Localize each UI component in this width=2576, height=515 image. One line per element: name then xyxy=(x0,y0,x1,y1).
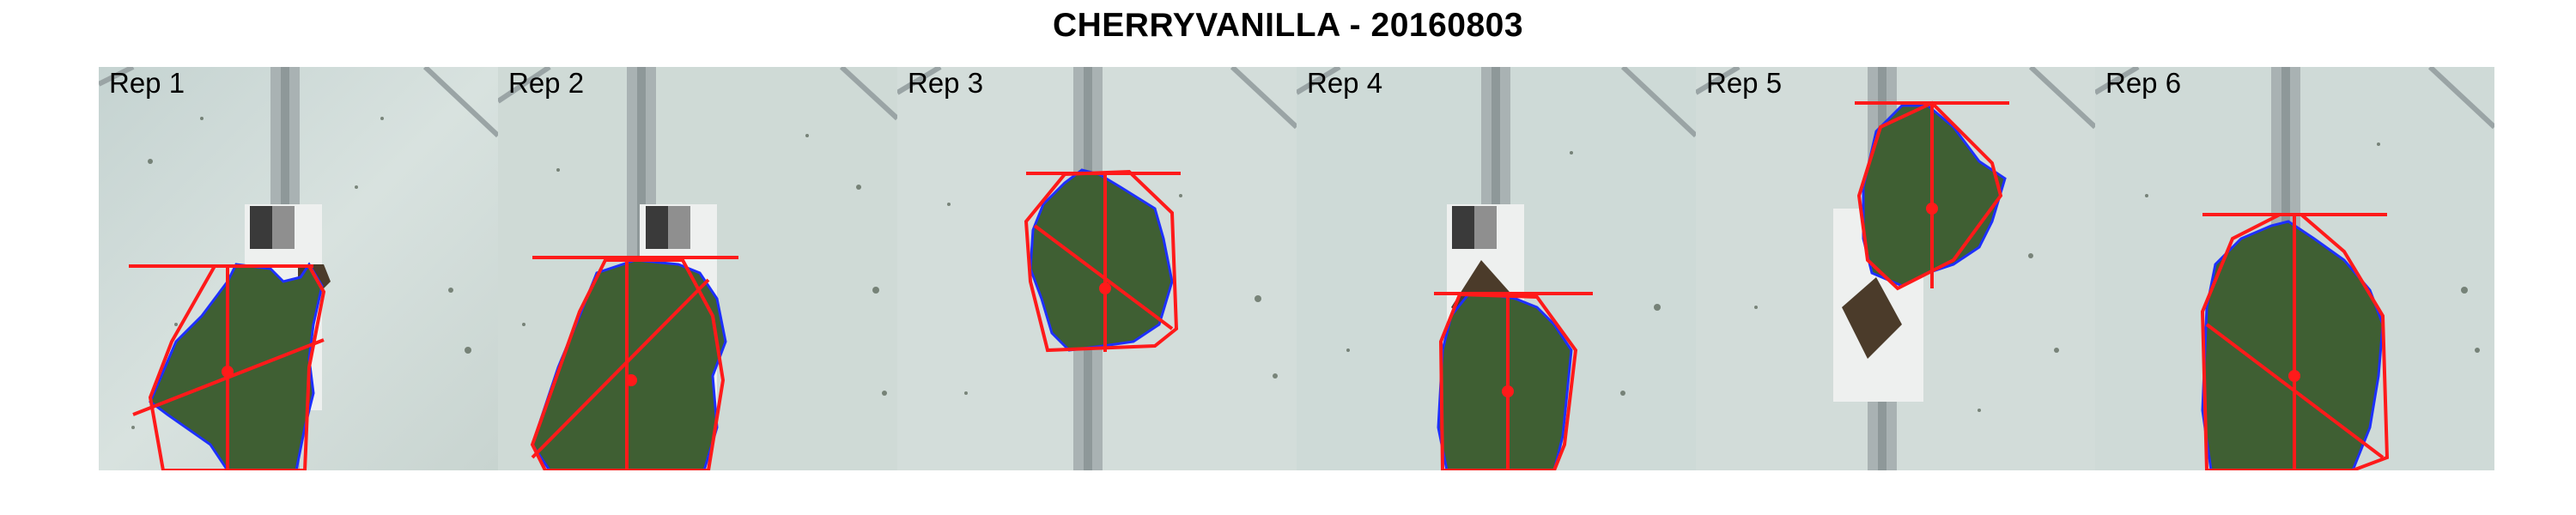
plant-centroid xyxy=(1502,385,1514,397)
marker-block xyxy=(272,206,295,249)
panel-rep-4: Rep 4 xyxy=(1297,67,1696,470)
tray-frame-edge xyxy=(1297,67,1341,95)
rep-label: Rep 4 xyxy=(1307,67,1383,99)
tray-frame-edge xyxy=(1230,67,1297,130)
panel-rep-1: Rep 1 xyxy=(99,67,498,470)
plant-image-rep-2 xyxy=(498,67,897,470)
soil-specks xyxy=(1754,253,2059,412)
tray-frame-edge xyxy=(897,67,942,95)
pot-soil xyxy=(1842,277,1902,359)
plant-centroid xyxy=(625,374,637,386)
plant-measurement-overlay xyxy=(2200,213,2390,470)
tray-frame-edge xyxy=(1620,67,1696,138)
tray-frame-edge xyxy=(2095,67,2140,95)
marker-block xyxy=(1452,206,1474,249)
rep-label: Rep 6 xyxy=(2105,67,2182,99)
plant-centroid xyxy=(1099,282,1111,294)
marker-block xyxy=(1474,206,1497,249)
panel-rep-3: Rep 3 xyxy=(897,67,1297,470)
plant-centroid xyxy=(2288,370,2300,382)
plant-measurement-overlay xyxy=(1855,100,2009,291)
soil-specks xyxy=(522,134,887,396)
plant-image-rep-6 xyxy=(2095,67,2494,470)
tray-frame-edge xyxy=(1696,67,1741,95)
rep-label: Rep 2 xyxy=(508,67,585,99)
panel-rep-2: Rep 2 xyxy=(498,67,897,470)
panel-rep-5: Rep 5 xyxy=(1696,67,2095,470)
plant-image-rep-4 xyxy=(1297,67,1696,470)
soil-specks xyxy=(947,194,1278,395)
plant-image-rep-3 xyxy=(897,67,1297,470)
soil-specks xyxy=(1346,151,1661,396)
tray-frame-edge xyxy=(498,67,551,104)
rep-label: Rep 5 xyxy=(1706,67,1783,99)
tray-frame-edge xyxy=(2028,67,2095,130)
plant-centroid xyxy=(1926,203,1938,215)
tray-frame-edge xyxy=(2427,67,2494,130)
plant-leaf-mask xyxy=(1437,293,1573,470)
plant-centroid xyxy=(222,366,234,378)
soil-specks xyxy=(2145,142,2480,353)
marker-block xyxy=(668,206,690,249)
panel-strip: Rep 1 Rep 2 xyxy=(99,67,2494,470)
plant-measurement-overlay xyxy=(1024,169,1181,353)
tray-frame-edge xyxy=(99,67,135,87)
marker-block xyxy=(250,206,272,249)
rep-label: Rep 3 xyxy=(908,67,984,99)
plant-measurement-overlay xyxy=(1434,292,1593,470)
plant-image-rep-1 xyxy=(99,67,498,470)
plant-measurement-overlay xyxy=(530,256,738,470)
figure-title: CHERRYVANILLA - 20160803 xyxy=(1052,7,1524,44)
rep-label: Rep 1 xyxy=(109,67,185,99)
soil-specks xyxy=(131,117,471,429)
marker-block xyxy=(646,206,668,249)
plant-image-rep-5 xyxy=(1696,67,2095,470)
panel-rep-6: Rep 6 xyxy=(2095,67,2494,470)
tray-frame-edge xyxy=(422,67,498,138)
tray-frame-edge xyxy=(839,67,897,121)
